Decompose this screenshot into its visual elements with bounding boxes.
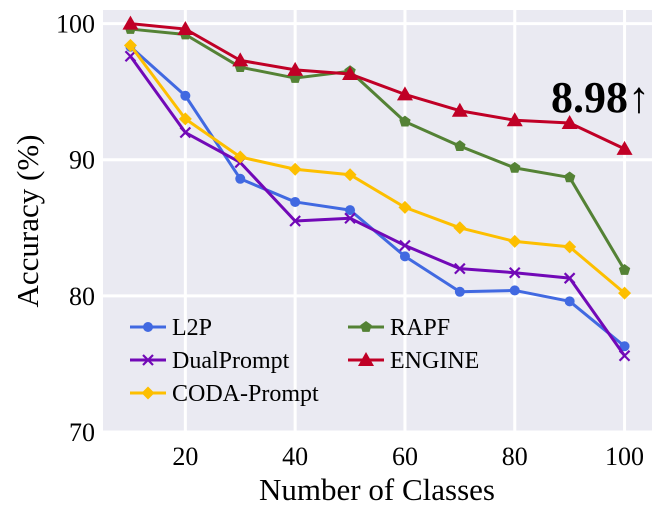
coda-prompt-point [618,286,632,300]
coda-prompt-point [288,162,302,176]
y-axis-label: Accuracy (%) [10,135,45,308]
x-tick-label: 20 [172,442,198,471]
x-tick-label: 80 [502,442,528,471]
rapf-point [618,264,631,275]
engine-point [342,65,359,80]
l2p-point [345,205,356,216]
legend-item-dualprompt: DualPrompt [130,348,290,374]
y-tick-label: 100 [56,10,95,39]
dualprompt-point [344,212,356,225]
dualprompt-line [129,55,626,357]
legend-item-rapf: RAPF [348,315,450,341]
rapf-point [454,140,466,151]
l2p-point [290,196,301,207]
legend-marker [142,354,154,366]
y-axis-ticks: 70 80 90 100 [56,10,95,447]
x-tick-label: 100 [605,442,644,471]
legend-marker [358,352,374,366]
l2p-point [564,296,575,307]
coda-prompt-point [563,240,577,254]
legend-item-l2p: L2P [130,315,212,341]
engine-point [561,114,578,129]
legend-label: RAPF [390,315,450,341]
dualprompt-point [508,266,521,279]
dualprompt-point [179,126,192,139]
legend-label: L2P [172,315,212,341]
coda-prompt-point [343,168,357,182]
l2p-point [180,90,191,101]
l2p-point [399,251,410,262]
y-tick-label: 70 [69,418,95,447]
rapf-point [509,161,521,173]
legend-marker [360,321,372,332]
x-axis-label: Number of Classes [259,472,495,507]
engine-point [177,21,194,36]
y-tick-label: 80 [69,282,95,311]
series-engine [122,15,633,155]
engine-point [232,52,249,67]
l2p-point [619,341,630,352]
dualprompt-point [563,272,576,284]
legend-label: CODA-Prompt [172,381,319,407]
series-layer [122,15,633,362]
engine-point [287,61,304,76]
dualprompt-point [399,239,411,252]
dualprompt-point [618,349,631,362]
legend: L2P DualPrompt CODA-Prompt RAPF ENGINE [130,315,479,407]
y-tick-label: 90 [69,146,95,175]
rapf-point [563,171,576,183]
coda-prompt-point [508,234,522,248]
legend-label: DualPrompt [172,348,290,374]
l2p-point [454,286,465,297]
dualprompt-point [124,50,137,63]
series-dualprompt [124,50,631,362]
coda-prompt-line [129,44,626,295]
coda-prompt-point [123,38,137,52]
coda-prompt-point [453,221,467,235]
rapf-point [399,115,411,127]
legend-item-engine: ENGINE [348,348,479,374]
legend-item-coda-prompt: CODA-Prompt [130,381,319,407]
plot-area [103,10,652,432]
engine-line [130,22,626,151]
rapf-line [130,27,626,271]
x-axis-ticks: 20 40 60 80 100 [172,442,644,471]
improvement-annotation: 8.98↑ [551,73,650,122]
legend-marker [143,322,153,332]
l2p-point [235,173,246,184]
engine-point [451,102,468,117]
x-tick-label: 60 [392,442,418,471]
l2p-point [509,285,520,296]
engine-point [396,86,413,101]
dualprompt-point [454,262,466,275]
engine-point [616,140,633,155]
engine-point [506,112,523,127]
coda-prompt-point [398,200,412,214]
engine-point [122,15,139,30]
legend-label: ENGINE [390,348,479,374]
series-coda-prompt [123,38,632,300]
x-tick-label: 40 [282,442,308,471]
dualprompt-point [289,215,301,227]
legend-marker [141,386,155,400]
coda-prompt-point [233,150,247,164]
coda-prompt-point [178,112,192,126]
